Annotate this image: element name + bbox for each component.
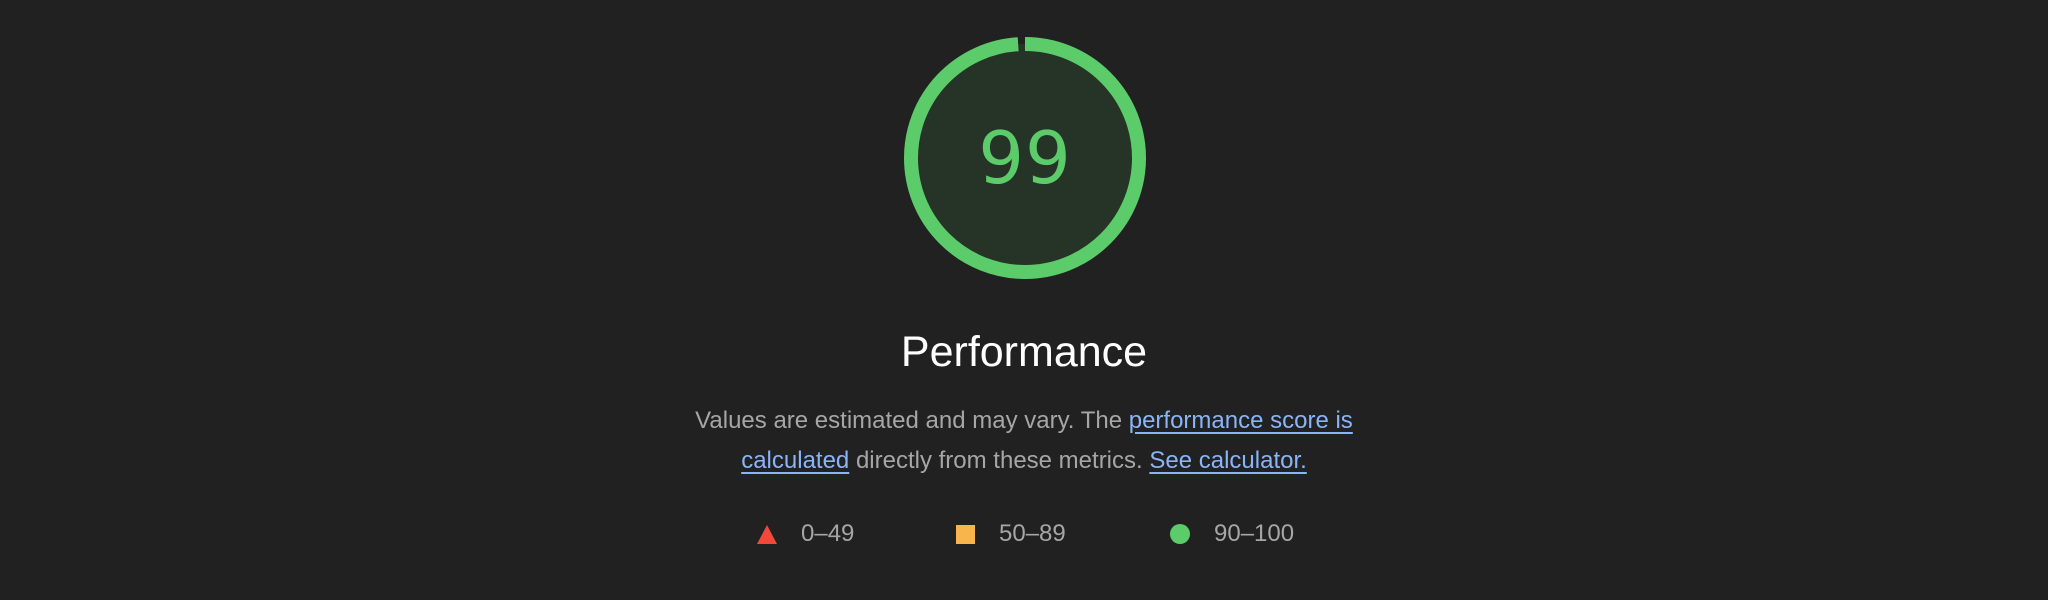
circle-icon bbox=[1170, 524, 1190, 544]
square-icon bbox=[956, 524, 975, 544]
triangle-icon bbox=[757, 524, 777, 544]
legend-range-pass: 90–100 bbox=[1214, 520, 1295, 547]
gauge-ring-svg bbox=[904, 37, 1146, 279]
gauge-background-circle bbox=[911, 44, 1139, 272]
description-text-part-2: directly from these metrics. bbox=[849, 447, 1150, 474]
see-calculator-link[interactable]: See calculator. bbox=[1149, 447, 1307, 474]
legend-item-pass: 90–100 bbox=[1170, 518, 1294, 550]
category-title: Performance bbox=[900, 328, 1148, 376]
legend-range-average: 50–89 bbox=[999, 520, 1066, 547]
description-text-part-1: Values are estimated and may vary. The bbox=[695, 407, 1129, 434]
legend-item-average: 50–89 bbox=[956, 518, 1066, 550]
gauge-score-arc bbox=[904, 37, 1146, 279]
performance-score-value: 99 bbox=[978, 116, 1072, 200]
category-description: Values are estimated and may vary. The p… bbox=[674, 401, 1374, 481]
performance-score-gauge: 99 bbox=[903, 36, 1147, 280]
legend-range-fail: 0–49 bbox=[801, 520, 855, 547]
legend-item-fail: 0–49 bbox=[757, 518, 854, 550]
performance-score-link[interactable]: performance score is calculated bbox=[741, 407, 1353, 474]
